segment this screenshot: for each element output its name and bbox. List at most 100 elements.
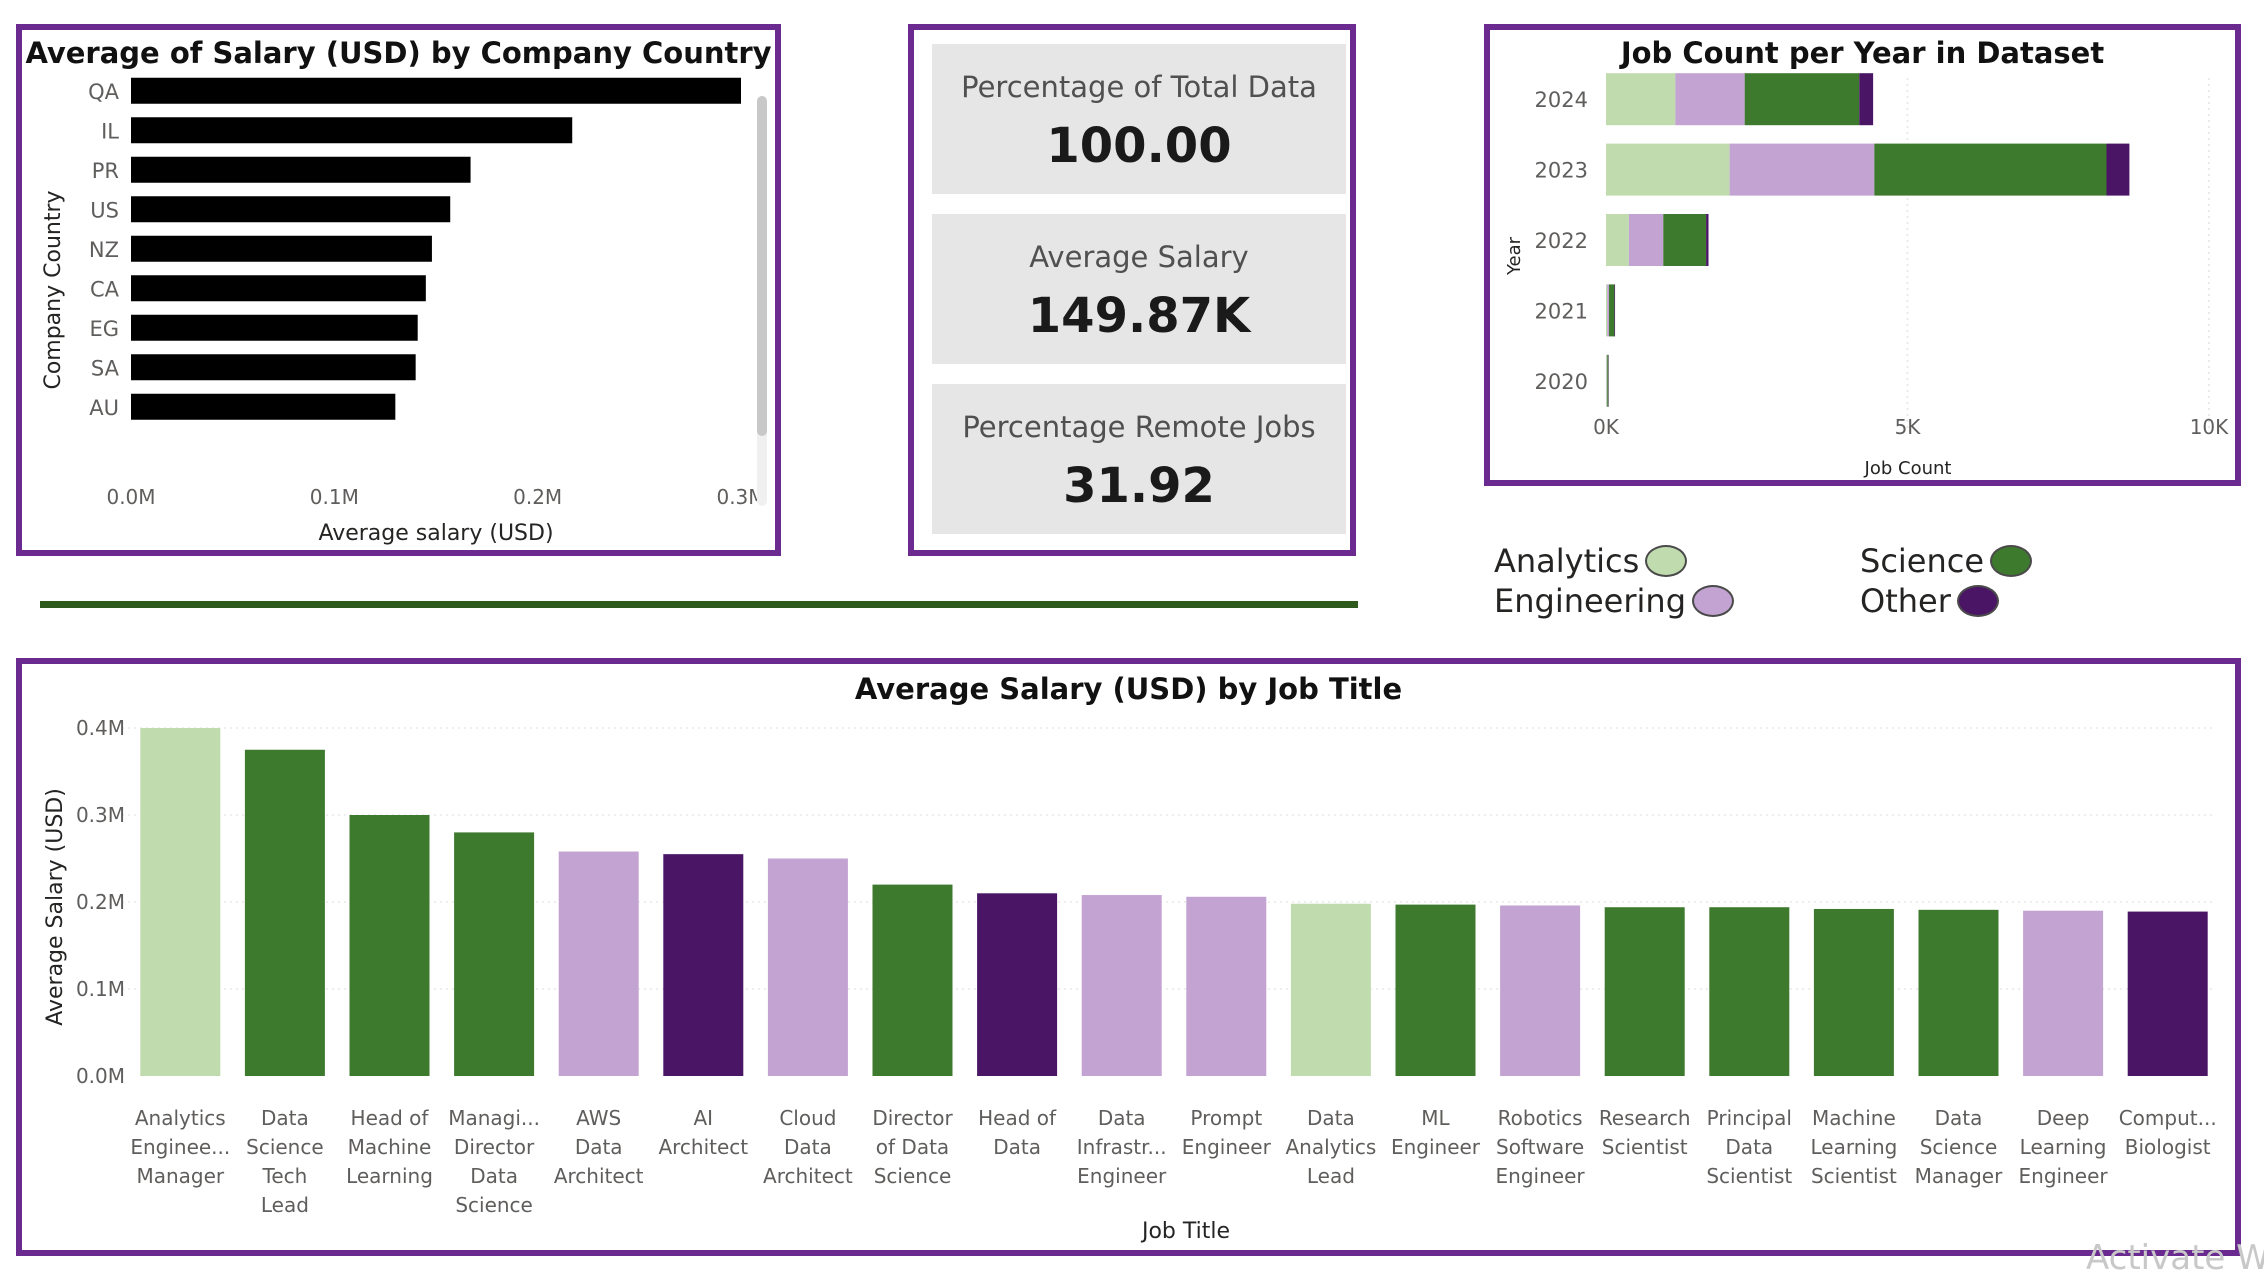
job-tick-label-line: Machine xyxy=(1812,1106,1896,1130)
job-bar xyxy=(245,750,325,1076)
country-tick-label: PR xyxy=(92,159,119,183)
kpi-label: Average Salary xyxy=(932,240,1346,274)
job-bar xyxy=(2128,912,2208,1076)
country-tick-label: SA xyxy=(91,356,120,380)
legend-item-analytics[interactable]: Analytics xyxy=(1494,542,1687,580)
job-y-tick: 0.2M xyxy=(76,890,125,914)
year-x-tick: 5K xyxy=(1895,415,1922,439)
country-x-axis-label: Average salary (USD) xyxy=(318,521,553,546)
year-bar-segment xyxy=(1663,214,1706,266)
job-bar xyxy=(1709,907,1789,1076)
engineering-swatch-icon xyxy=(1692,585,1734,617)
job-tick-label-line: Enginee... xyxy=(130,1135,230,1159)
job-tick-label-line: Comput... xyxy=(2119,1106,2217,1130)
job-tick-label-line: Lead xyxy=(261,1193,309,1217)
year-tick-label: 2023 xyxy=(1535,159,1588,183)
year-bar-segment xyxy=(1706,214,1708,266)
job-y-tick: 0.3M xyxy=(76,803,125,827)
job-tick-label-line: AWS xyxy=(576,1106,621,1130)
science-swatch-icon xyxy=(1990,545,2032,577)
kpi-card-total-data: Percentage of Total Data 100.00 xyxy=(932,44,1346,194)
job-bar xyxy=(1396,905,1476,1076)
country-bar xyxy=(131,394,395,420)
job-tick-label-line: Science xyxy=(246,1135,324,1159)
job-bar xyxy=(873,885,953,1076)
job-bar xyxy=(140,728,220,1076)
country-tick-label: AU xyxy=(89,396,119,420)
country-tick-label: CA xyxy=(90,277,120,301)
job-tick-label-line: Machine xyxy=(348,1135,432,1159)
section-divider xyxy=(40,601,1358,608)
legend-item-science[interactable]: Science xyxy=(1860,542,2032,580)
job-tick-label-line: Engineer xyxy=(2019,1164,2109,1188)
kpi-label: Percentage Remote Jobs xyxy=(932,410,1346,444)
year-bar-segment xyxy=(1675,73,1744,125)
job-bar xyxy=(1605,907,1685,1076)
job-tick-label-line: Cloud xyxy=(779,1106,836,1130)
job-bar xyxy=(350,815,430,1076)
job-y-tick: 0.4M xyxy=(76,716,125,740)
country-x-tick: 0.1M xyxy=(310,485,359,509)
year-bar-segment xyxy=(1629,214,1663,266)
year-bar-segment xyxy=(1606,284,1607,336)
job-tick-label-line: Software xyxy=(1496,1135,1584,1159)
job-tick-label-line: Architect xyxy=(554,1164,644,1188)
job-tick-label-line: Tech xyxy=(262,1164,308,1188)
year-tick-label: 2021 xyxy=(1535,299,1588,323)
year-bar-segment xyxy=(1859,73,1873,125)
job-tick-label-line: Data xyxy=(470,1164,518,1188)
job-tick-label-line: Director xyxy=(454,1135,535,1159)
job-bar xyxy=(977,893,1057,1076)
kpi-panel: Percentage of Total Data 100.00 Average … xyxy=(908,24,1356,556)
job-bar xyxy=(1082,895,1162,1076)
country-bar xyxy=(131,117,572,143)
legend-label: Other xyxy=(1860,582,1951,620)
job-bar xyxy=(559,852,639,1076)
job-tick-label-line: Architect xyxy=(658,1135,748,1159)
job-tick-label-line: Data xyxy=(1307,1106,1355,1130)
kpi-card-remote-jobs: Percentage Remote Jobs 31.92 xyxy=(932,384,1346,534)
country-tick-label: US xyxy=(90,198,119,222)
job-tick-label-line: Engineer xyxy=(1182,1135,1272,1159)
job-tick-label-line: Data xyxy=(575,1135,623,1159)
job-tick-label-line: Data xyxy=(1935,1106,1983,1130)
job-tick-label-line: Analytics xyxy=(135,1106,226,1130)
country-bar xyxy=(131,315,418,341)
country-tick-label: QA xyxy=(88,80,120,104)
job-y-axis-label: Average Salary (USD) xyxy=(43,788,68,1026)
job-tick-label-line: Lead xyxy=(1307,1164,1355,1188)
job-tick-label-line: Research xyxy=(1599,1106,1691,1130)
job-tick-label-line: of Data xyxy=(876,1135,949,1159)
legend-item-other[interactable]: Other xyxy=(1860,582,1999,620)
year-bar-segment xyxy=(1730,144,1875,196)
country-tick-label: NZ xyxy=(89,238,119,262)
kpi-value: 149.87K xyxy=(932,288,1346,344)
year-bar-segment xyxy=(1745,73,1860,125)
job-tick-label: AWS Data Architect xyxy=(554,1106,644,1188)
kpi-value: 100.00 xyxy=(932,118,1346,174)
kpi-card-average-salary: Average Salary 149.87K xyxy=(932,214,1346,364)
job-tick-label-line: Director xyxy=(872,1106,953,1130)
job-x-axis-label: Job Title xyxy=(1140,1219,1230,1244)
job-bar xyxy=(1919,910,1999,1076)
year-bar-segment xyxy=(1606,214,1629,266)
job-tick-label-line: Learning xyxy=(1810,1135,1897,1159)
job-tick-label-line: Science xyxy=(1920,1135,1998,1159)
job-tick-label-line: Manager xyxy=(1915,1164,2003,1188)
job-tick-label-line: Engineer xyxy=(1391,1135,1481,1159)
legend-item-engineering[interactable]: Engineering xyxy=(1494,582,1734,620)
